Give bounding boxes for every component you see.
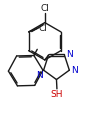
- Text: SH: SH: [51, 90, 63, 99]
- Text: Cl: Cl: [38, 24, 47, 33]
- Text: N: N: [71, 66, 78, 75]
- Text: N: N: [36, 71, 43, 80]
- Text: Cl: Cl: [40, 4, 49, 13]
- Text: N: N: [66, 50, 73, 59]
